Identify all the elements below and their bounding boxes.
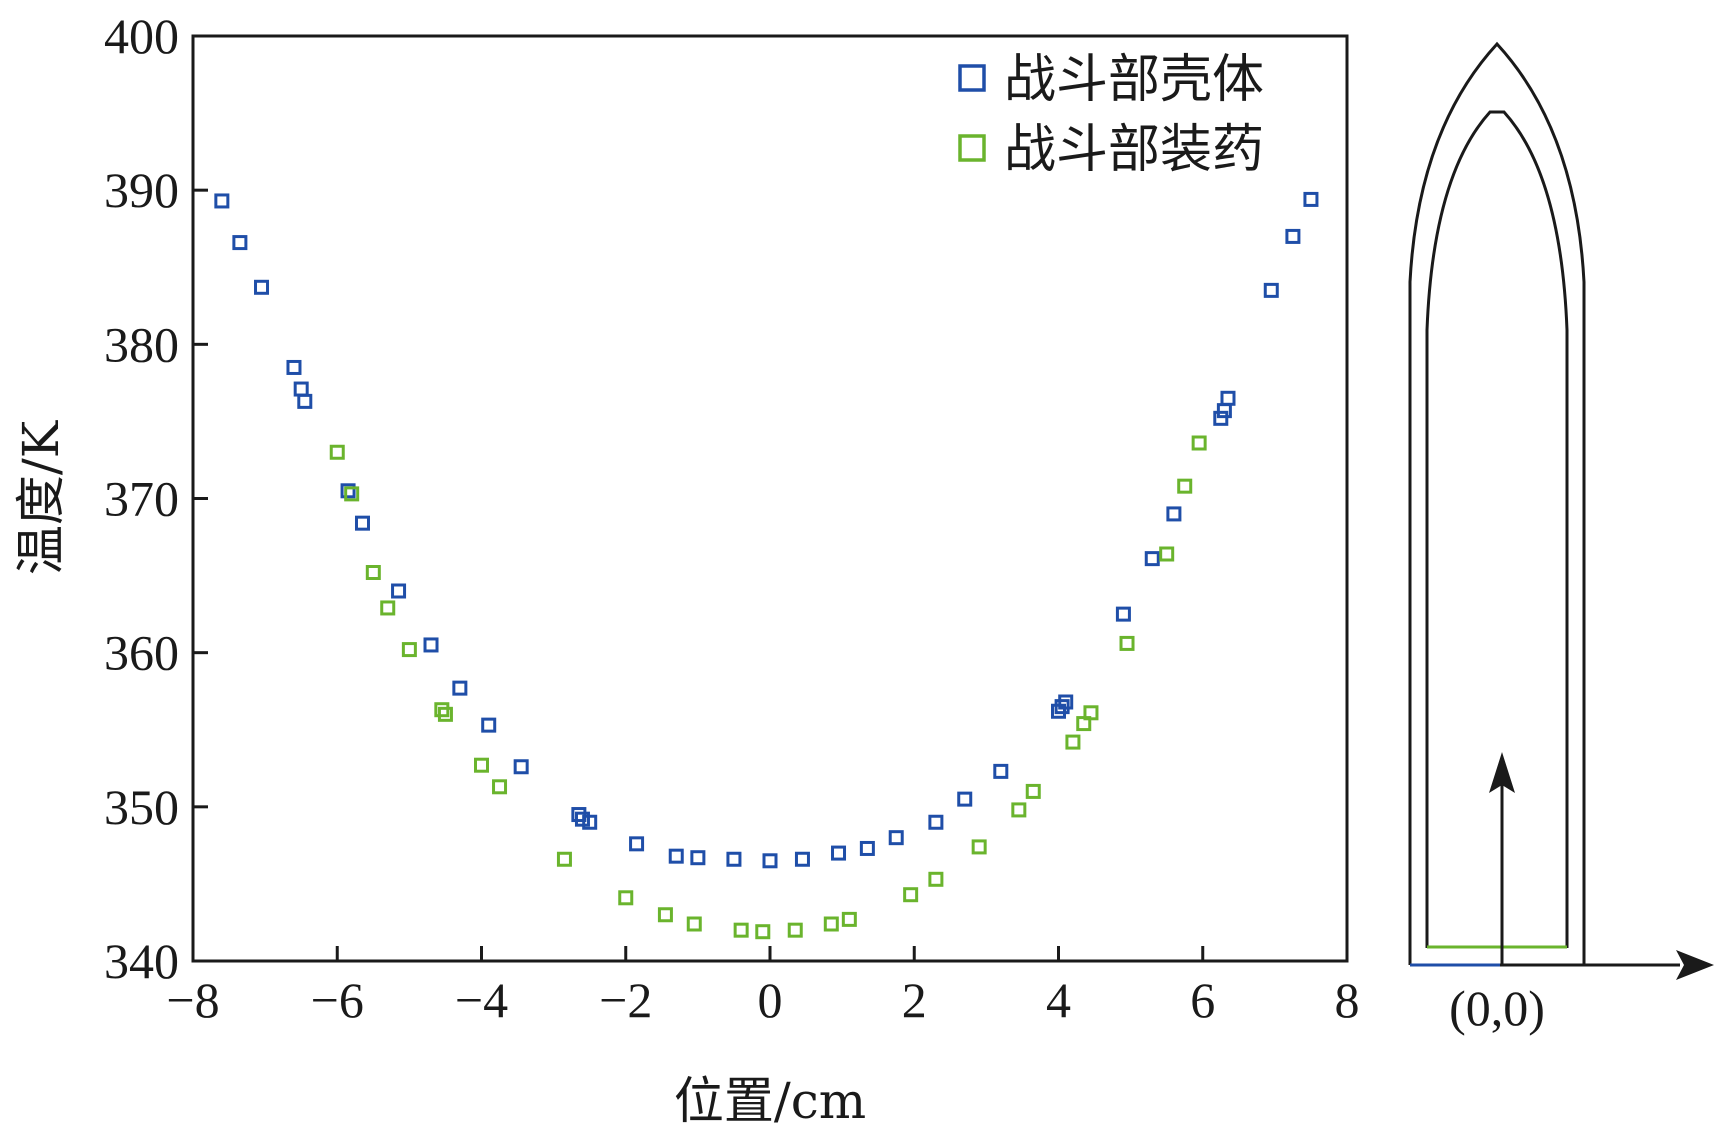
shell-data-point xyxy=(1058,694,1074,710)
charge-data-point xyxy=(928,871,944,887)
shell-data-point xyxy=(340,483,356,499)
shell-data-point xyxy=(286,359,302,375)
shell-data-point xyxy=(668,848,684,864)
shell-data-point xyxy=(859,840,875,856)
charge-data-point xyxy=(365,565,381,580)
horizontal-arrow-head xyxy=(1676,950,1714,980)
y-tick-label: 340 xyxy=(104,933,179,989)
legend-marker-shell xyxy=(958,64,986,92)
data-markers xyxy=(214,191,1319,940)
shell-data-point xyxy=(928,814,944,830)
vertical-arrow-head xyxy=(1489,752,1515,793)
charge-data-point xyxy=(1025,783,1041,799)
x-axis: −8 −6 −4 −2 0 2 4 6 8 xyxy=(166,946,1360,1028)
charge-data-point xyxy=(755,924,771,940)
shell-data-point xyxy=(1213,410,1229,426)
y-tick-label: 360 xyxy=(104,625,179,681)
y-tick-label: 350 xyxy=(104,779,179,835)
shell-data-point xyxy=(214,193,230,209)
charge-data-point xyxy=(1065,734,1081,750)
shell-data-point xyxy=(1216,403,1232,419)
shell-data-point xyxy=(1166,506,1182,522)
shell-data-point xyxy=(831,845,847,861)
shell-data-point xyxy=(1263,282,1279,298)
legend-label-charge: 战斗部装药 xyxy=(1004,120,1264,180)
charge-data-point xyxy=(657,907,673,923)
shell-data-point xyxy=(993,763,1009,779)
y-tick-label: 380 xyxy=(104,316,179,372)
legend-label-shell: 战斗部壳体 xyxy=(1004,50,1264,110)
shell-data-point xyxy=(726,851,742,867)
shell-data-point xyxy=(232,235,248,251)
charge-data-point xyxy=(1083,705,1099,721)
charge-data-point xyxy=(474,757,489,773)
y-tick-label: 370 xyxy=(104,471,179,527)
charge-data-point xyxy=(787,922,803,938)
charge-data-point xyxy=(329,444,345,460)
charge-data-point xyxy=(556,851,572,867)
charge-data-point xyxy=(380,600,396,616)
shell-data-point xyxy=(1303,191,1319,207)
shell-data-point xyxy=(957,791,973,807)
y-axis-label: 温度/K xyxy=(12,419,70,575)
x-tick-label: 2 xyxy=(902,972,927,1028)
charge-data-point xyxy=(903,887,919,903)
charge-data-point xyxy=(1177,478,1193,494)
x-tick-label: 0 xyxy=(758,972,783,1028)
charge-data-point xyxy=(437,706,453,722)
charge-data-point xyxy=(1191,435,1207,451)
shell-data-point xyxy=(423,637,439,653)
charge-data-point xyxy=(1159,546,1175,562)
warhead-outer-outline xyxy=(1408,41,1586,965)
shell-data-point xyxy=(888,830,904,846)
shell-data-point xyxy=(762,853,778,869)
shell-data-point xyxy=(452,680,468,696)
y-axis: 340 350 360 370 380 390 400 xyxy=(104,8,208,989)
charge-data-point xyxy=(344,486,360,502)
shell-data-point xyxy=(513,759,529,775)
charge-data-point xyxy=(733,922,749,938)
legend: 战斗部壳体 战斗部装药 xyxy=(958,50,1264,180)
shell-data-point xyxy=(582,814,598,830)
shell-data-point xyxy=(1285,228,1301,244)
x-tick-label: −6 xyxy=(311,972,364,1028)
shell-data-point xyxy=(1144,551,1160,567)
y-tick-label: 390 xyxy=(104,162,179,218)
shell-data-point xyxy=(1220,390,1236,406)
legend-marker-charge xyxy=(958,134,986,162)
shell-data-point xyxy=(690,850,706,866)
charge-data-point xyxy=(401,642,417,658)
x-tick-label: 6 xyxy=(1190,972,1215,1028)
x-axis-label: 位置/cm xyxy=(674,1072,866,1130)
shell-data-point xyxy=(794,851,810,867)
charge-data-point xyxy=(1011,802,1027,818)
x-tick-label: −4 xyxy=(455,972,508,1028)
shell-data-point xyxy=(297,393,313,409)
shell-data-point xyxy=(354,515,370,531)
charge-data-point xyxy=(971,839,987,855)
warhead-inset: (0,0) xyxy=(1408,41,1714,1036)
y-tick-label: 400 xyxy=(104,8,179,64)
x-tick-label: −8 xyxy=(166,972,219,1028)
charge-data-point xyxy=(492,779,508,795)
charge-data-point xyxy=(686,916,702,932)
x-tick-label: −2 xyxy=(599,972,652,1028)
shell-data-point xyxy=(629,836,645,852)
shell-data-point xyxy=(481,717,497,733)
origin-label: (0,0) xyxy=(1449,980,1545,1036)
shell-data-point xyxy=(293,381,309,397)
charge-data-point xyxy=(618,890,634,906)
shell-data-point xyxy=(391,583,407,599)
charge-data-point xyxy=(841,911,857,927)
shell-data-point xyxy=(254,279,270,295)
x-tick-label: 8 xyxy=(1335,972,1360,1028)
x-tick-label: 4 xyxy=(1046,972,1071,1028)
shell-data-point xyxy=(1115,606,1131,622)
warhead-inner-outline xyxy=(1425,110,1569,948)
charge-data-point xyxy=(823,916,839,932)
charge-data-point xyxy=(1119,635,1135,651)
